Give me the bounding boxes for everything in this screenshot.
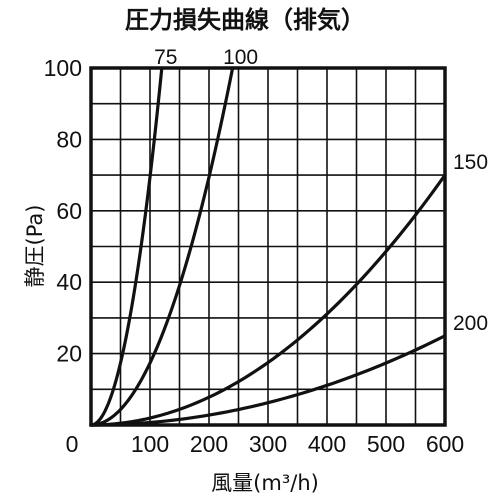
y-tick-label: 20 [56, 341, 82, 367]
y-axis-label: 静圧(Pa) [23, 205, 47, 288]
curve-75 [89, 66, 164, 427]
x-tick-labels: 100 200 300 400 500 600 [131, 431, 464, 457]
y-tick-label: 60 [56, 198, 82, 224]
curves [89, 66, 447, 427]
curve-100 [89, 66, 235, 427]
curve-150 [89, 173, 447, 427]
x-tick-label: 100 [131, 431, 169, 457]
y-tick-label: 40 [56, 269, 82, 295]
curve-labels: 75 100 150 200 [154, 46, 488, 335]
curve-label-150: 150 [453, 151, 488, 174]
plot-frame [89, 66, 447, 427]
curve-label-75: 75 [154, 46, 177, 69]
curve-label-200: 200 [453, 312, 488, 335]
x-tick-label: 600 [426, 431, 464, 457]
x-tick-label: 300 [249, 431, 287, 457]
x-tick-label: 200 [190, 431, 228, 457]
y-tick-label: 100 [44, 55, 82, 81]
grid [91, 68, 445, 425]
y-tick-labels: 20 40 60 80 100 [44, 55, 82, 367]
curve-label-100: 100 [223, 46, 258, 69]
chart-title: 圧力損失曲線（排気） [125, 6, 365, 34]
curve-200 [89, 334, 447, 427]
origin-label: 0 [66, 431, 79, 457]
y-tick-label: 80 [56, 126, 82, 152]
x-tick-label: 400 [308, 431, 346, 457]
x-tick-label: 500 [367, 431, 405, 457]
x-axis-label: 風量(m³/h) [211, 471, 319, 495]
